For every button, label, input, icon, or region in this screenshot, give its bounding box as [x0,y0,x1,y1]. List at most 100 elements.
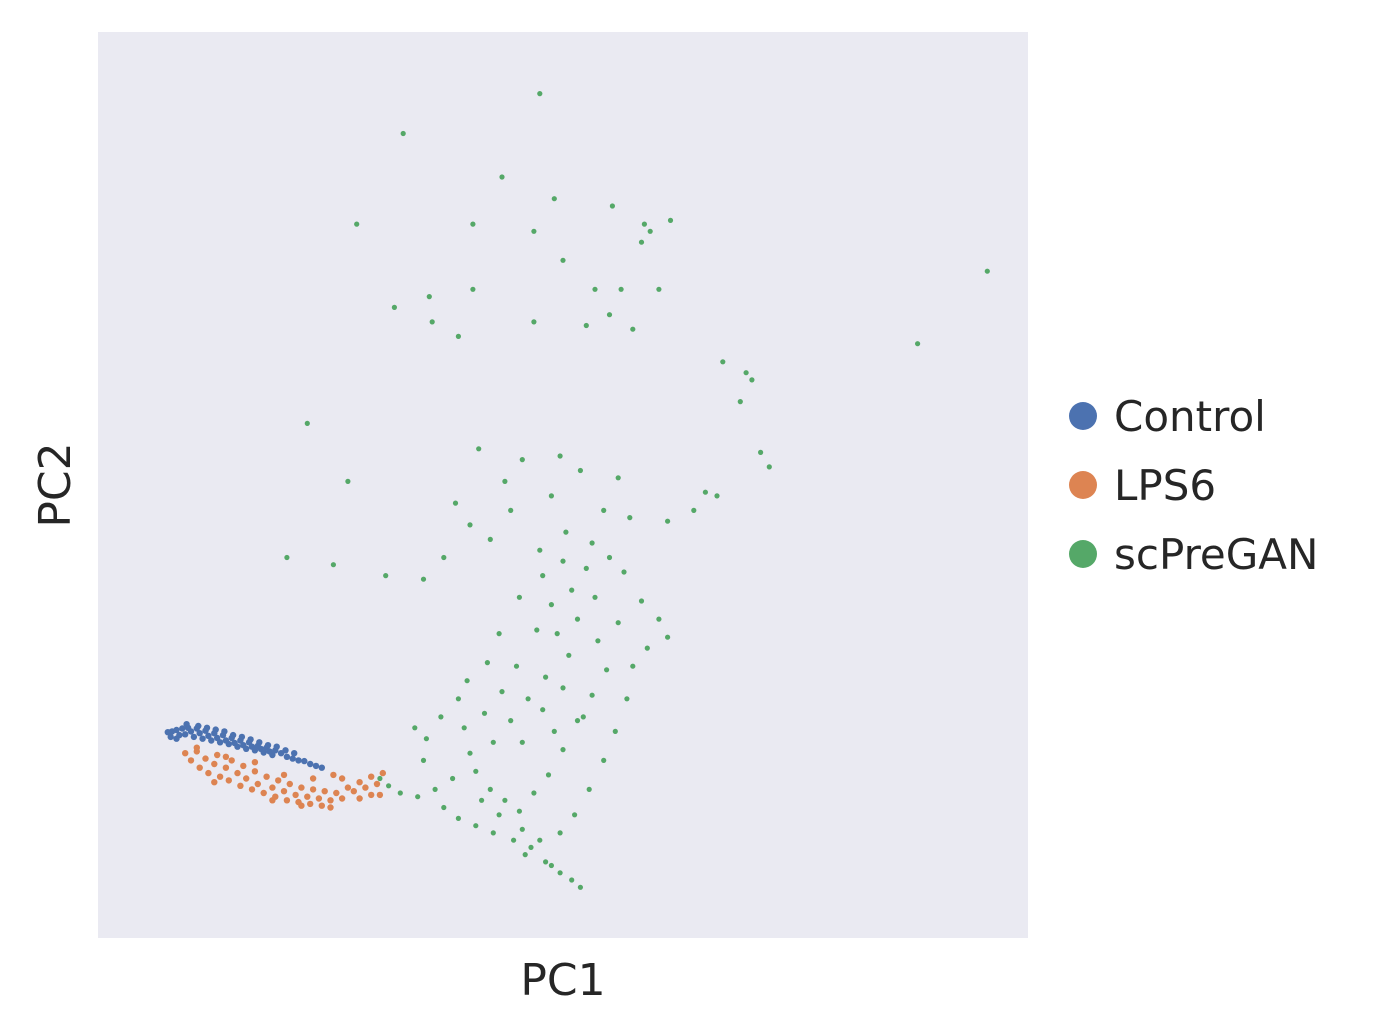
point-scpregan-14 [592,286,598,292]
point-scpregan-53 [557,453,563,459]
point-scpregan-1 [537,91,543,97]
point-control-23 [234,743,241,750]
point-scpregan-97 [481,710,488,716]
point-lps6-58 [376,791,384,799]
point-scpregan-49 [548,493,555,499]
point-lps6-49 [280,771,288,779]
point-control-42 [307,760,314,768]
point-scpregan-25 [630,326,636,332]
point-lps6-47 [338,775,346,782]
series-lps6 [182,744,386,811]
point-scpregan-76 [525,696,531,702]
point-scpregan-108 [455,696,461,702]
point-control-44 [318,764,325,771]
point-lps6-11 [228,757,235,764]
point-control-56 [264,742,272,749]
point-scpregan-29 [749,377,755,383]
point-lps6-50 [251,759,259,766]
point-scpregan-129 [560,558,566,564]
point-scpregan-87 [612,728,618,735]
point-scpregan-112 [557,870,563,876]
point-lps6-17 [251,768,259,775]
point-control-54 [247,736,254,743]
point-scpregan-60 [461,725,467,731]
point-scpregan-4 [354,221,360,227]
point-scpregan-106 [438,714,444,720]
point-scpregan-63 [502,797,508,803]
point-control-39 [289,755,296,762]
point-lps6-35 [321,788,328,795]
point-control-40 [295,757,302,764]
point-scpregan-10 [647,228,653,234]
point-scpregan-23 [531,319,537,325]
point-scpregan-123 [656,616,662,622]
point-scpregan-54 [476,446,482,452]
point-scpregan-121 [441,804,447,811]
legend-label-scpregan: scPreGAN [1114,530,1318,579]
point-scpregan-8 [531,228,537,234]
point-lps6-55 [298,802,305,809]
point-scpregan-128 [583,565,589,572]
point-scpregan-103 [386,783,392,789]
point-control-55 [256,739,263,746]
point-scpregan-101 [415,794,421,800]
point-lps6-43 [368,773,375,780]
legend-item-control: Control [1069,392,1266,441]
point-lps6-7 [214,751,221,759]
legend-marker-control [1069,402,1097,430]
point-scpregan-126 [621,569,627,575]
point-scpregan-72 [554,631,560,637]
point-lps6-56 [327,804,334,811]
point-scpregan-134 [464,678,470,684]
point-scpregan-67 [560,747,566,753]
point-control-5 [182,731,189,738]
series-scpregan [284,91,990,890]
point-scpregan-119 [473,823,479,829]
point-scpregan-90 [615,620,621,626]
point-scpregan-133 [484,660,490,666]
point-control-59 [291,750,298,757]
point-scpregan-20 [606,312,613,318]
point-scpregan-69 [589,692,595,698]
point-scpregan-62 [487,786,493,793]
point-control-45 [173,735,180,742]
point-scpregan-3 [667,217,674,223]
point-scpregan-66 [545,772,552,778]
legend-item-lps6: LPS6 [1069,461,1216,510]
point-scpregan-81 [519,826,525,832]
point-scpregan-11 [638,239,645,245]
point-lps6-21 [269,784,276,791]
point-scpregan-136 [560,685,566,691]
point-lps6-4 [202,755,209,762]
point-lps6-20 [263,773,270,780]
point-scpregan-65 [531,790,537,796]
point-scpregan-22 [583,322,589,329]
point-scpregan-127 [606,554,613,561]
point-lps6-24 [280,788,288,795]
point-lps6-36 [327,797,334,804]
point-scpregan-104 [377,775,383,782]
point-scpregan-35 [702,489,709,495]
point-lps6-38 [338,795,346,802]
point-control-50 [212,726,219,733]
point-scpregan-96 [499,689,505,695]
point-lps6-5 [205,769,212,777]
point-lps6-37 [333,789,340,797]
y-axis-label: PC2 [30,442,81,527]
point-control-3 [179,725,186,732]
point-scpregan-111 [543,859,549,865]
point-scpregan-74 [595,638,601,644]
point-control-20 [225,740,232,748]
point-scpregan-98 [467,750,473,756]
point-control-52 [229,731,237,739]
point-scpregan-13 [470,286,476,292]
point-lps6-40 [350,788,357,795]
point-scpregan-135 [580,714,586,720]
point-scpregan-43 [487,536,493,543]
point-lps6-25 [283,797,291,804]
scatter-points [164,91,990,890]
point-scpregan-124 [665,634,671,640]
point-scpregan-34 [345,478,351,484]
point-lps6-32 [309,786,317,793]
point-scpregan-120 [455,815,461,822]
